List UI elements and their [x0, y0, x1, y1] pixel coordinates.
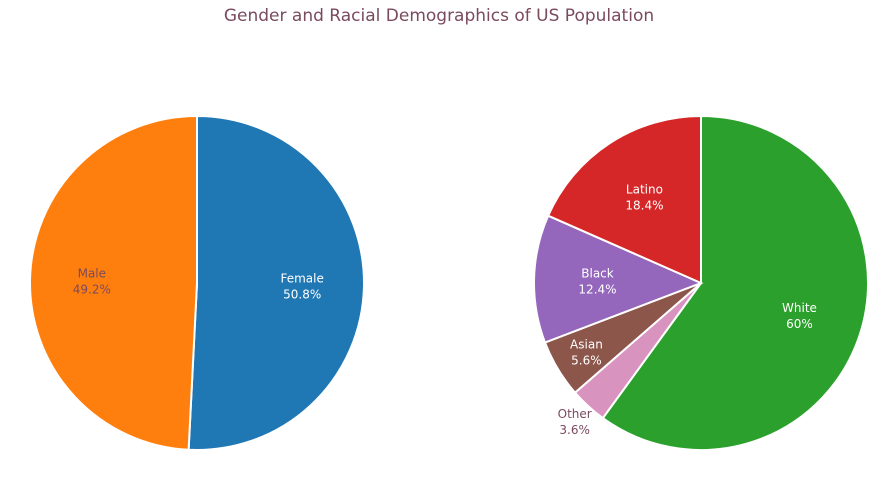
slice-male: [29, 114, 198, 451]
slice-label-white: White 60%: [782, 301, 817, 331]
slice-label-male: Male 49.2%: [73, 266, 111, 296]
slice-label-latino: Latino 18.4%: [625, 182, 663, 212]
race-pie: White 60% Other 3.6% Asian 5.6% Black 12.4% Lati…: [533, 114, 869, 451]
slice-female: [187, 114, 365, 451]
slice-label-female: Female 50.8%: [280, 272, 323, 302]
gender-pie: Female 50.8% Male 49.2%: [29, 114, 365, 451]
slice-label-other: Other 3.6%: [558, 407, 592, 437]
slice-black: [533, 214, 704, 344]
slice-white: [601, 114, 869, 451]
chart-title: Gender and Racial Demographics of US Pop…: [223, 6, 655, 26]
slice-label-asian: Asian 5.6%: [570, 338, 603, 368]
slice-latino: [546, 114, 702, 285]
slice-label-black: Black 12.4%: [578, 266, 616, 296]
